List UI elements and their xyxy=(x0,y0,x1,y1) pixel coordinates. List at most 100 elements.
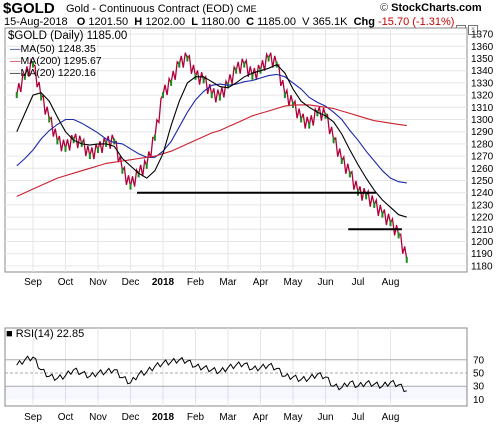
x-tick-label: Dec xyxy=(122,277,140,288)
price-bar xyxy=(113,138,116,145)
x-tick-label: Apr xyxy=(253,277,269,288)
y-tick-label: 1250 xyxy=(471,176,494,187)
y-tick-label: 1350 xyxy=(471,54,494,65)
x-tick-label-rsi: May xyxy=(284,412,303,423)
x-tick-label-rsi: Apr xyxy=(253,412,269,423)
x-tick-label-rsi: Dec xyxy=(122,412,140,423)
x-tick-label: Mar xyxy=(219,277,237,288)
symbol: $GOLD xyxy=(3,0,55,17)
price-bar xyxy=(340,157,343,164)
y-tick-label: 1340 xyxy=(471,66,494,77)
price-bar xyxy=(56,138,59,145)
x-tick-label-rsi: Jun xyxy=(317,412,333,423)
x-tick-label: Sep xyxy=(24,277,42,288)
price-bar xyxy=(300,116,303,123)
x-tick-label: Nov xyxy=(89,277,107,288)
price-bar xyxy=(397,232,400,239)
rsi-line xyxy=(16,355,407,393)
y-tick-label: 1180 xyxy=(471,261,493,272)
series-ma200 xyxy=(16,104,407,197)
y-tick-label: 1310 xyxy=(471,103,494,114)
y-tick-label: 1190 xyxy=(471,249,493,260)
rsi-tick-label: 10 xyxy=(473,395,485,406)
y-tick-label: 1370 xyxy=(471,30,494,41)
x-tick-label-rsi: 2018 xyxy=(152,412,175,423)
price-bar xyxy=(365,193,368,200)
ohlc-stats: 15-Aug-2018 O 1201.50 H 1202.00 L 1180.0… xyxy=(4,16,455,28)
price-bar xyxy=(251,73,254,80)
price-bar xyxy=(405,256,408,263)
legend-ma200: —MA(200) 1295.67 xyxy=(10,55,102,67)
price-bar xyxy=(316,110,319,117)
x-tick-label: Aug xyxy=(382,277,400,288)
price-bar xyxy=(88,153,91,160)
price-bar xyxy=(243,61,246,68)
y-tick-label: 1290 xyxy=(471,127,494,138)
price-bar xyxy=(97,147,99,153)
y-tick-label: 1300 xyxy=(471,115,494,126)
price-bar xyxy=(40,94,43,101)
price-bar xyxy=(15,92,18,99)
price-bar xyxy=(283,92,286,99)
y-tick-label: 1260 xyxy=(471,164,494,175)
y-tick-label: 1270 xyxy=(471,152,494,163)
price-bar xyxy=(48,116,51,123)
series-ma20 xyxy=(16,63,407,218)
price-bar xyxy=(186,55,189,62)
x-tick-label-rsi: Mar xyxy=(219,412,237,423)
rsi-tick-label: 70 xyxy=(473,355,485,366)
price-bar xyxy=(153,134,156,141)
price-bar xyxy=(64,145,67,152)
x-tick-label: May xyxy=(284,277,303,288)
x-tick-label-rsi: Sep xyxy=(24,412,42,423)
rsi-panel-title: ■ RSI(14) 22.85 xyxy=(6,328,85,340)
y-tick-label: 1280 xyxy=(471,139,494,150)
rsi-tick-label: 30 xyxy=(473,382,485,393)
price-bar xyxy=(121,167,124,174)
rsi-tick-label: 50 xyxy=(473,369,485,380)
x-tick-label: 2018 xyxy=(152,277,175,288)
x-tick-label: Jun xyxy=(317,277,333,288)
price-bar xyxy=(218,94,221,101)
price-bar xyxy=(308,122,311,129)
price-bar xyxy=(178,61,181,68)
x-tick-label-rsi: Feb xyxy=(187,412,205,423)
price-bar xyxy=(235,67,238,74)
x-tick-label: Feb xyxy=(187,277,205,288)
y-tick-label: 1360 xyxy=(471,42,494,53)
legend-ma20: —MA(20) 1220.16 xyxy=(10,67,96,79)
price-bar xyxy=(267,55,270,62)
price-bar xyxy=(389,220,392,227)
x-tick-label-rsi: Jul xyxy=(352,412,365,423)
price-bar xyxy=(23,73,26,80)
y-tick-label: 1330 xyxy=(471,78,494,89)
y-tick-label: 1320 xyxy=(471,91,494,102)
x-tick-label: Oct xyxy=(58,277,74,288)
y-tick-label: 1200 xyxy=(471,237,494,248)
price-bar xyxy=(145,162,148,169)
x-tick-label-rsi: Oct xyxy=(58,412,74,423)
y-tick-label: 1220 xyxy=(471,213,494,224)
source[interactable]: © StockCharts.com xyxy=(380,2,482,14)
y-tick-label: 1210 xyxy=(471,225,494,236)
price-bar xyxy=(373,201,376,208)
x-tick-label-rsi: Aug xyxy=(382,412,400,423)
description: Gold - Continuous Contract (EOD) CME xyxy=(66,3,257,15)
y-tick-label: 1240 xyxy=(471,188,494,199)
price-bar xyxy=(162,92,164,99)
x-tick-label-rsi: Nov xyxy=(89,412,107,423)
price-bar xyxy=(202,77,205,84)
price-bar xyxy=(210,92,213,99)
x-tick-label: Jul xyxy=(352,277,365,288)
rsi-oversold-zone xyxy=(5,386,467,399)
series-ma50 xyxy=(16,73,407,184)
price-bar xyxy=(332,137,335,144)
price-panel-title: $GOLD (Daily) 1185.00 xyxy=(8,30,128,42)
price-bar xyxy=(129,183,132,190)
close-icon[interactable]: × xyxy=(468,25,478,35)
y-tick-label: 1230 xyxy=(471,200,494,211)
price-bar xyxy=(32,61,34,68)
legend-ma50: —MA(50) 1248.35 xyxy=(10,43,96,55)
price-bar xyxy=(170,79,173,86)
